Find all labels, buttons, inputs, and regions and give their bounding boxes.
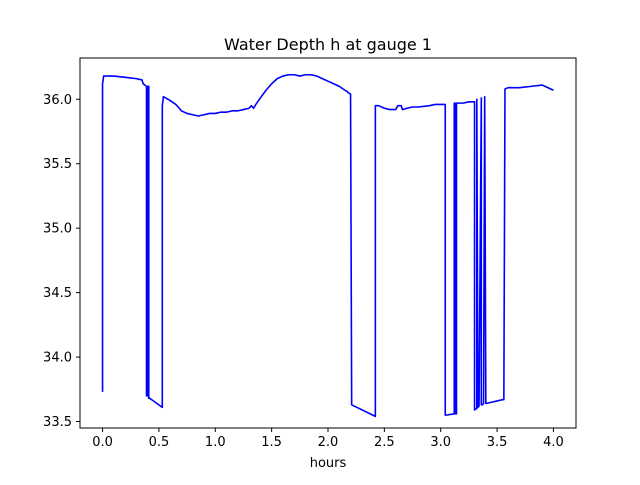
y-axis: 33.5 34.0 34.5 35.0 35.5 36.0 (43, 93, 80, 430)
y-tick-label: 33.5 (43, 415, 72, 430)
x-tick-label: 4.0 (543, 435, 564, 450)
x-axis-label: hours (310, 456, 347, 471)
x-tick-label: 2.5 (374, 435, 395, 450)
y-tick-label: 34.0 (43, 351, 72, 366)
y-tick-label: 34.5 (43, 286, 72, 301)
x-tick-label: 1.0 (205, 435, 226, 450)
y-tick-label: 35.0 (43, 222, 72, 237)
plot-area (79, 57, 577, 429)
y-tick-label: 36.0 (43, 93, 72, 108)
y-tick-label: 35.5 (43, 157, 72, 172)
chart-title: Water Depth h at gauge 1 (224, 35, 432, 54)
plot-frame (79, 57, 577, 429)
x-tick-label: 2.0 (318, 435, 339, 450)
series-line-0 (101, 73, 554, 418)
x-tick-label: 1.5 (261, 435, 282, 450)
x-tick-label: 3.5 (487, 435, 508, 450)
x-tick-label: 3.0 (430, 435, 451, 450)
x-tick-label: 0.0 (92, 435, 113, 450)
x-axis: 0.0 0.5 1.0 1.5 2.0 2.5 3.0 3.5 4.0 (92, 428, 564, 450)
x-tick-label: 0.5 (149, 435, 170, 450)
